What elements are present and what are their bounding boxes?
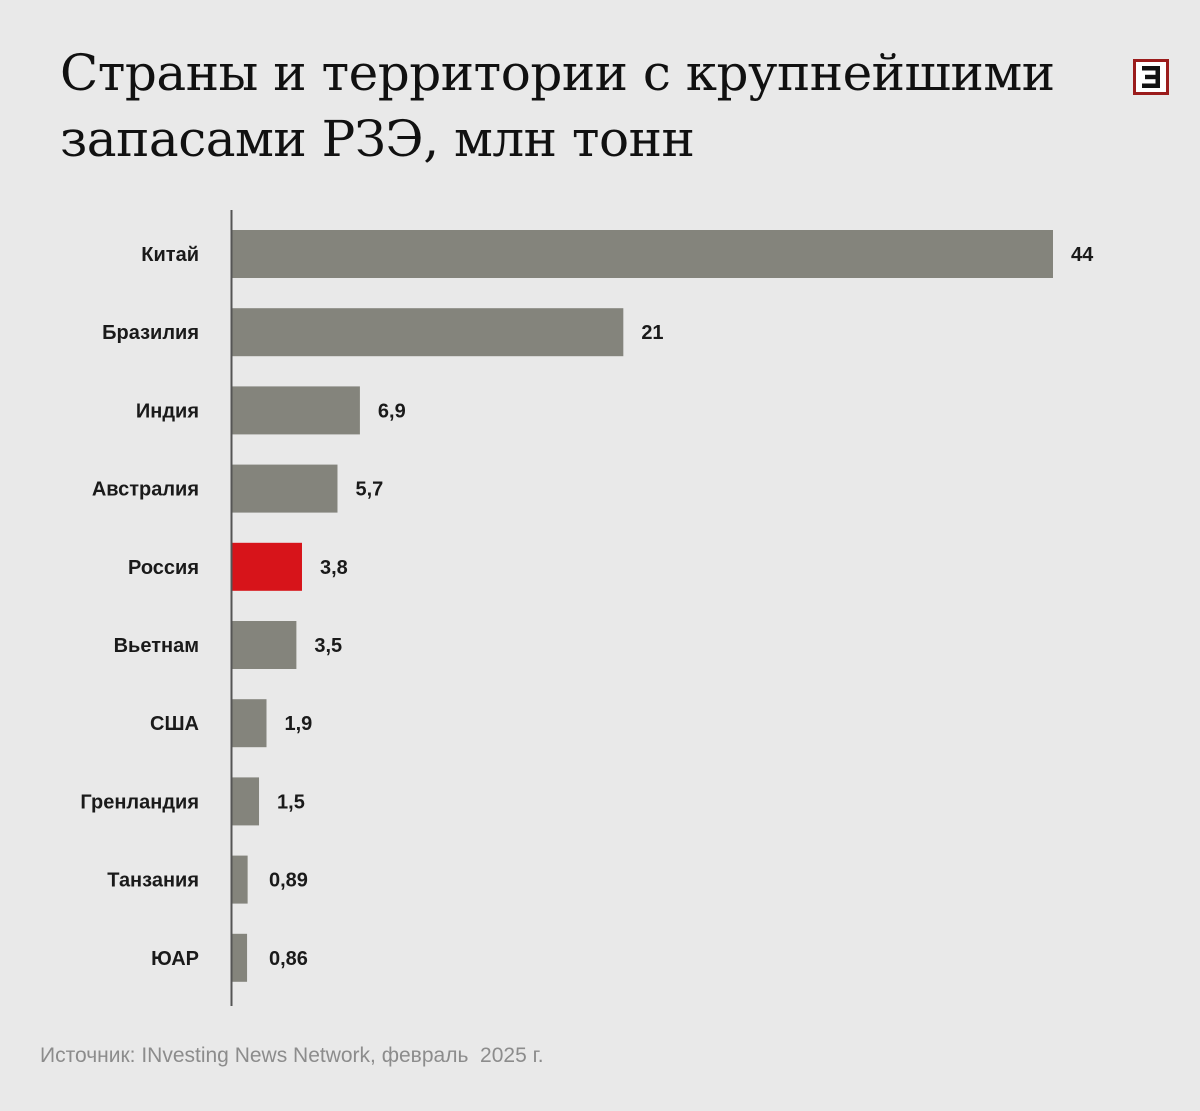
- value-label: 0,89: [269, 870, 308, 892]
- category-label: США: [150, 713, 199, 735]
- value-label: 3,8: [320, 557, 348, 579]
- bar: [231, 777, 260, 826]
- value-label: 3,5: [314, 635, 342, 657]
- value-label: 5,7: [355, 479, 383, 501]
- bar: [231, 855, 248, 904]
- bar: [231, 464, 338, 513]
- value-label: 6,9: [378, 400, 406, 422]
- category-label: Гренландия: [80, 791, 199, 813]
- value-label: 21: [641, 322, 663, 344]
- value-label: 1,9: [284, 713, 312, 735]
- category-label: Бразилия: [102, 322, 199, 344]
- bar-chart: Китай 44 Бразилия 21 Индия 6,9 Австралия 5,7 Рос…: [80, 210, 1094, 1006]
- source-note: Источник: INvesting News Network, феврал…: [40, 1044, 544, 1067]
- category-label: Индия: [136, 400, 199, 422]
- bar: [231, 933, 248, 982]
- chart-title: Страны и территории с крупнейшими запаса…: [60, 44, 1055, 168]
- bar: [231, 230, 1053, 278]
- bar: [231, 308, 624, 357]
- value-label: 0,86: [269, 948, 308, 970]
- bar: [231, 542, 302, 591]
- value-label: 1,5: [277, 791, 305, 813]
- bar: [231, 621, 297, 669]
- value-label: 44: [1071, 244, 1094, 266]
- bar: [231, 386, 360, 435]
- category-label: Танзания: [107, 870, 199, 892]
- e-logo-icon: [1133, 59, 1169, 95]
- category-label: Вьетнам: [114, 635, 199, 657]
- bar: [231, 699, 267, 748]
- category-label: Австралия: [92, 479, 199, 501]
- category-label: Россия: [128, 557, 199, 579]
- category-label: ЮАР: [151, 948, 199, 970]
- category-label: Китай: [141, 244, 199, 266]
